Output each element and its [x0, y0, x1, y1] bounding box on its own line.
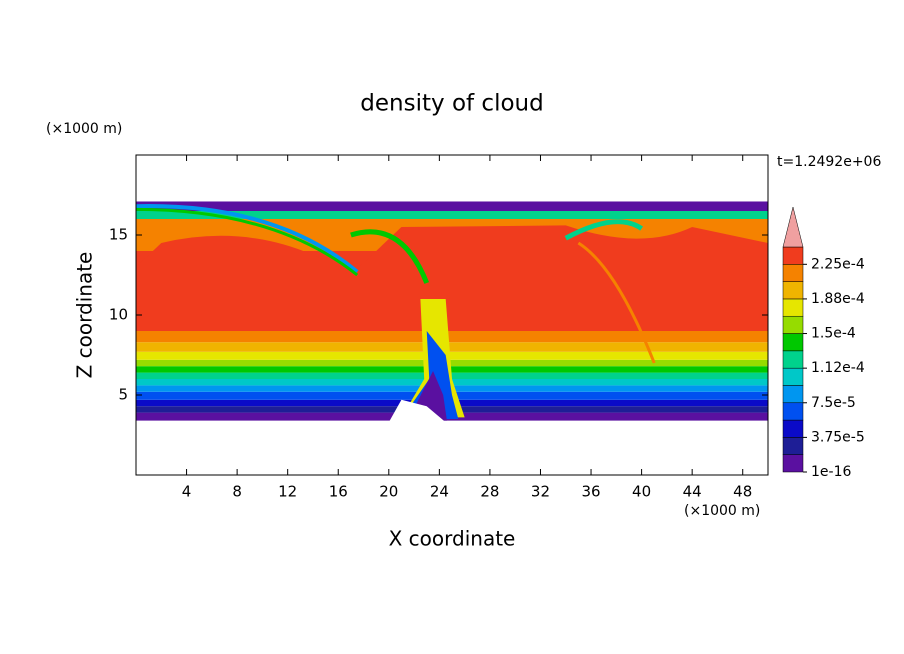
x-tick-label: 48: [733, 483, 752, 501]
colorbar-swatch: [782, 402, 804, 421]
contour-band: [136, 342, 768, 352]
colorbar-swatch: [782, 350, 804, 369]
y-unit: (×1000 m): [46, 121, 122, 137]
contour-empty: [136, 155, 768, 202]
x-tick-label: 16: [329, 483, 348, 501]
colorbar-label: 1.88e-4: [811, 291, 865, 307]
x-tick-label: 40: [632, 483, 651, 501]
colorbar-label: 1.12e-4: [811, 360, 865, 376]
x-tick-label: 4: [182, 483, 192, 501]
colorbar-swatch: [782, 454, 804, 473]
x-tick-label: 32: [531, 483, 550, 501]
colorbar-label: 3.75e-5: [811, 429, 865, 445]
y-tick-label: 10: [109, 306, 128, 324]
contour-band: [136, 366, 768, 373]
contour-region: [136, 225, 768, 275]
contour-band: [136, 359, 768, 367]
contour-arc: [564, 219, 644, 241]
colorbar-label: 1e-16: [811, 464, 851, 480]
contour-region: [401, 331, 459, 419]
colorbar-label: 1.5e-4: [811, 326, 856, 342]
colorbar-swatch: [782, 246, 804, 265]
time-label: t=1.2492e+06: [777, 154, 881, 170]
colorbar-swatch: [782, 437, 804, 455]
contour-band: [136, 331, 768, 343]
x-tick-label: 12: [278, 483, 297, 501]
colorbar-over: [782, 206, 804, 248]
x-unit: (×1000 m): [684, 503, 760, 519]
colorbar-swatch: [782, 315, 804, 334]
colorbar-swatch: [782, 367, 804, 386]
colorbar-swatch: [782, 264, 804, 282]
contour-arc: [136, 204, 359, 274]
x-tick-label: 8: [232, 483, 242, 501]
contour-arc: [350, 229, 430, 284]
y-axis-label: Z coordinate: [73, 252, 97, 379]
contour-arc: [136, 207, 359, 277]
colorbar-label: 7.5e-5: [811, 395, 856, 411]
x-tick-label: 36: [581, 483, 600, 501]
x-tick-label: 28: [480, 483, 499, 501]
colorbar-label: 2.25e-4: [811, 256, 865, 272]
colorbar-swatch: [782, 281, 804, 300]
contour-arc: [577, 241, 656, 364]
x-tick-label: 20: [379, 483, 398, 501]
x-axis-label: X coordinate: [389, 527, 516, 551]
contour-field: [136, 155, 768, 423]
contour-hole: [388, 399, 446, 423]
y-tick-label: 5: [118, 386, 128, 404]
x-tick-label: 44: [683, 483, 702, 501]
colorbar-swatch: [782, 298, 804, 317]
contour-band: [136, 372, 768, 379]
contour-band: [136, 201, 768, 211]
y-tick-label: 15: [109, 226, 128, 244]
colorbar-swatch: [782, 333, 804, 352]
contour-band: [136, 351, 768, 360]
contour-band: [136, 211, 768, 219]
x-tick-label: 24: [430, 483, 449, 501]
colorbar-swatch: [782, 419, 804, 438]
chart-title: density of cloud: [360, 91, 543, 117]
colorbar-swatch: [782, 385, 804, 404]
